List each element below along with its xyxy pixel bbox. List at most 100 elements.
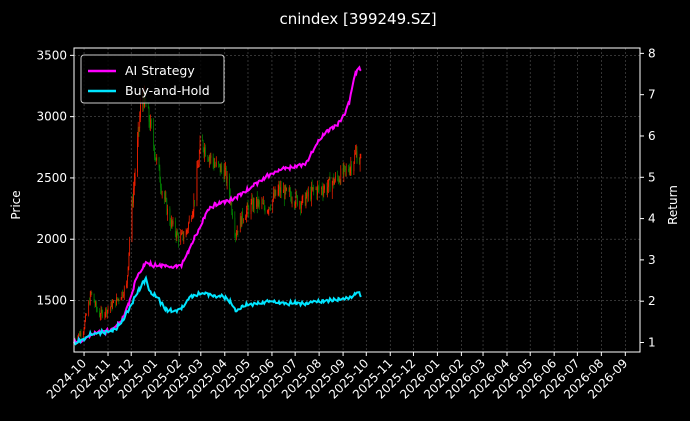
candle-body xyxy=(273,193,275,198)
candle-body xyxy=(209,157,211,159)
candle-body xyxy=(348,170,350,174)
candle-body xyxy=(261,202,263,205)
candle-body xyxy=(253,199,254,210)
candle-body xyxy=(137,127,139,140)
candle-body xyxy=(343,165,345,175)
candle-body xyxy=(111,302,113,309)
candle-body xyxy=(85,314,86,322)
candle-body xyxy=(285,186,287,190)
candle-body xyxy=(100,316,101,317)
candle-body xyxy=(359,162,360,164)
candle-body xyxy=(332,177,334,183)
candle-body xyxy=(94,302,96,305)
candle-body xyxy=(117,298,119,300)
candle-body xyxy=(348,168,349,171)
candle-body xyxy=(247,204,249,208)
candle-body xyxy=(140,104,141,118)
candle-body xyxy=(252,199,253,210)
candle-body xyxy=(338,180,340,182)
candle-body xyxy=(207,156,209,160)
candle-body xyxy=(123,287,125,296)
candle-body xyxy=(273,193,274,200)
candle-body xyxy=(353,162,355,172)
candle-body xyxy=(101,309,103,312)
candle-body xyxy=(338,177,339,182)
candle-body xyxy=(318,186,320,190)
y-left-tick-label: 1500 xyxy=(36,294,67,308)
legend-label: Buy-and-Hold xyxy=(125,83,210,98)
candle-body xyxy=(284,189,285,199)
candle-body xyxy=(356,151,358,163)
candle-body xyxy=(164,192,165,200)
candle-body xyxy=(299,202,301,206)
candle-body xyxy=(334,180,335,185)
candle-body xyxy=(340,168,342,184)
candle-body xyxy=(248,207,250,215)
candle-body xyxy=(149,121,151,128)
candle-body xyxy=(302,194,304,198)
candle-body xyxy=(100,309,102,317)
candle-body xyxy=(324,186,325,190)
candle-body xyxy=(191,218,192,220)
candle-body xyxy=(147,106,149,109)
candle-body xyxy=(181,231,183,233)
candle-body xyxy=(209,157,210,162)
candle-body xyxy=(110,307,111,310)
candle-body xyxy=(187,229,188,231)
candle-body xyxy=(311,186,313,190)
candle-body xyxy=(291,196,292,203)
candle-body xyxy=(193,200,195,212)
candle-body xyxy=(204,147,206,155)
candle-body xyxy=(355,151,357,153)
candle-body xyxy=(122,291,124,296)
series-line-buy-and-hold xyxy=(73,275,362,346)
candle-body xyxy=(350,164,352,169)
candle-body xyxy=(318,186,319,188)
candle-body xyxy=(169,208,171,224)
candle-body xyxy=(131,200,133,240)
candle-body xyxy=(154,146,155,156)
candle-body xyxy=(178,234,179,243)
candle-body xyxy=(277,189,279,196)
candle-body xyxy=(113,300,114,303)
y-right-tick-label: 4 xyxy=(648,212,656,226)
candle-body xyxy=(218,161,219,165)
candle-body xyxy=(99,311,100,317)
candle-body xyxy=(96,308,98,312)
candle-body xyxy=(307,191,308,197)
candle-body xyxy=(308,192,309,197)
candle-body xyxy=(337,175,338,178)
candle-body xyxy=(188,218,190,223)
candle-body xyxy=(215,165,216,166)
candle-body xyxy=(171,220,173,225)
candle-body xyxy=(300,202,301,209)
candle-body xyxy=(220,165,222,173)
candle-body xyxy=(321,187,323,192)
candle-body xyxy=(243,219,244,221)
candle-body xyxy=(290,190,291,197)
candle-body xyxy=(106,308,107,315)
candle-body xyxy=(134,180,135,189)
candle-body xyxy=(297,195,298,206)
candle-body xyxy=(231,200,233,213)
candle-body xyxy=(154,155,156,158)
candle-body xyxy=(219,164,221,173)
candle-body xyxy=(79,332,81,337)
candle-body xyxy=(359,157,361,164)
candle-body xyxy=(120,297,122,301)
candle-body xyxy=(89,293,91,305)
candle-body xyxy=(236,234,237,237)
candle-body xyxy=(107,309,109,311)
candle-body xyxy=(160,182,161,188)
candle-body xyxy=(269,207,270,209)
candle-body xyxy=(289,190,291,192)
candle-body xyxy=(153,125,154,147)
candle-body xyxy=(150,119,151,128)
candle-body xyxy=(264,207,266,213)
candle-body xyxy=(112,302,113,309)
candle-body xyxy=(134,172,136,181)
candle-body xyxy=(159,167,161,183)
candle-body xyxy=(360,157,362,158)
candle-body xyxy=(175,221,176,234)
candle-body xyxy=(186,230,188,232)
